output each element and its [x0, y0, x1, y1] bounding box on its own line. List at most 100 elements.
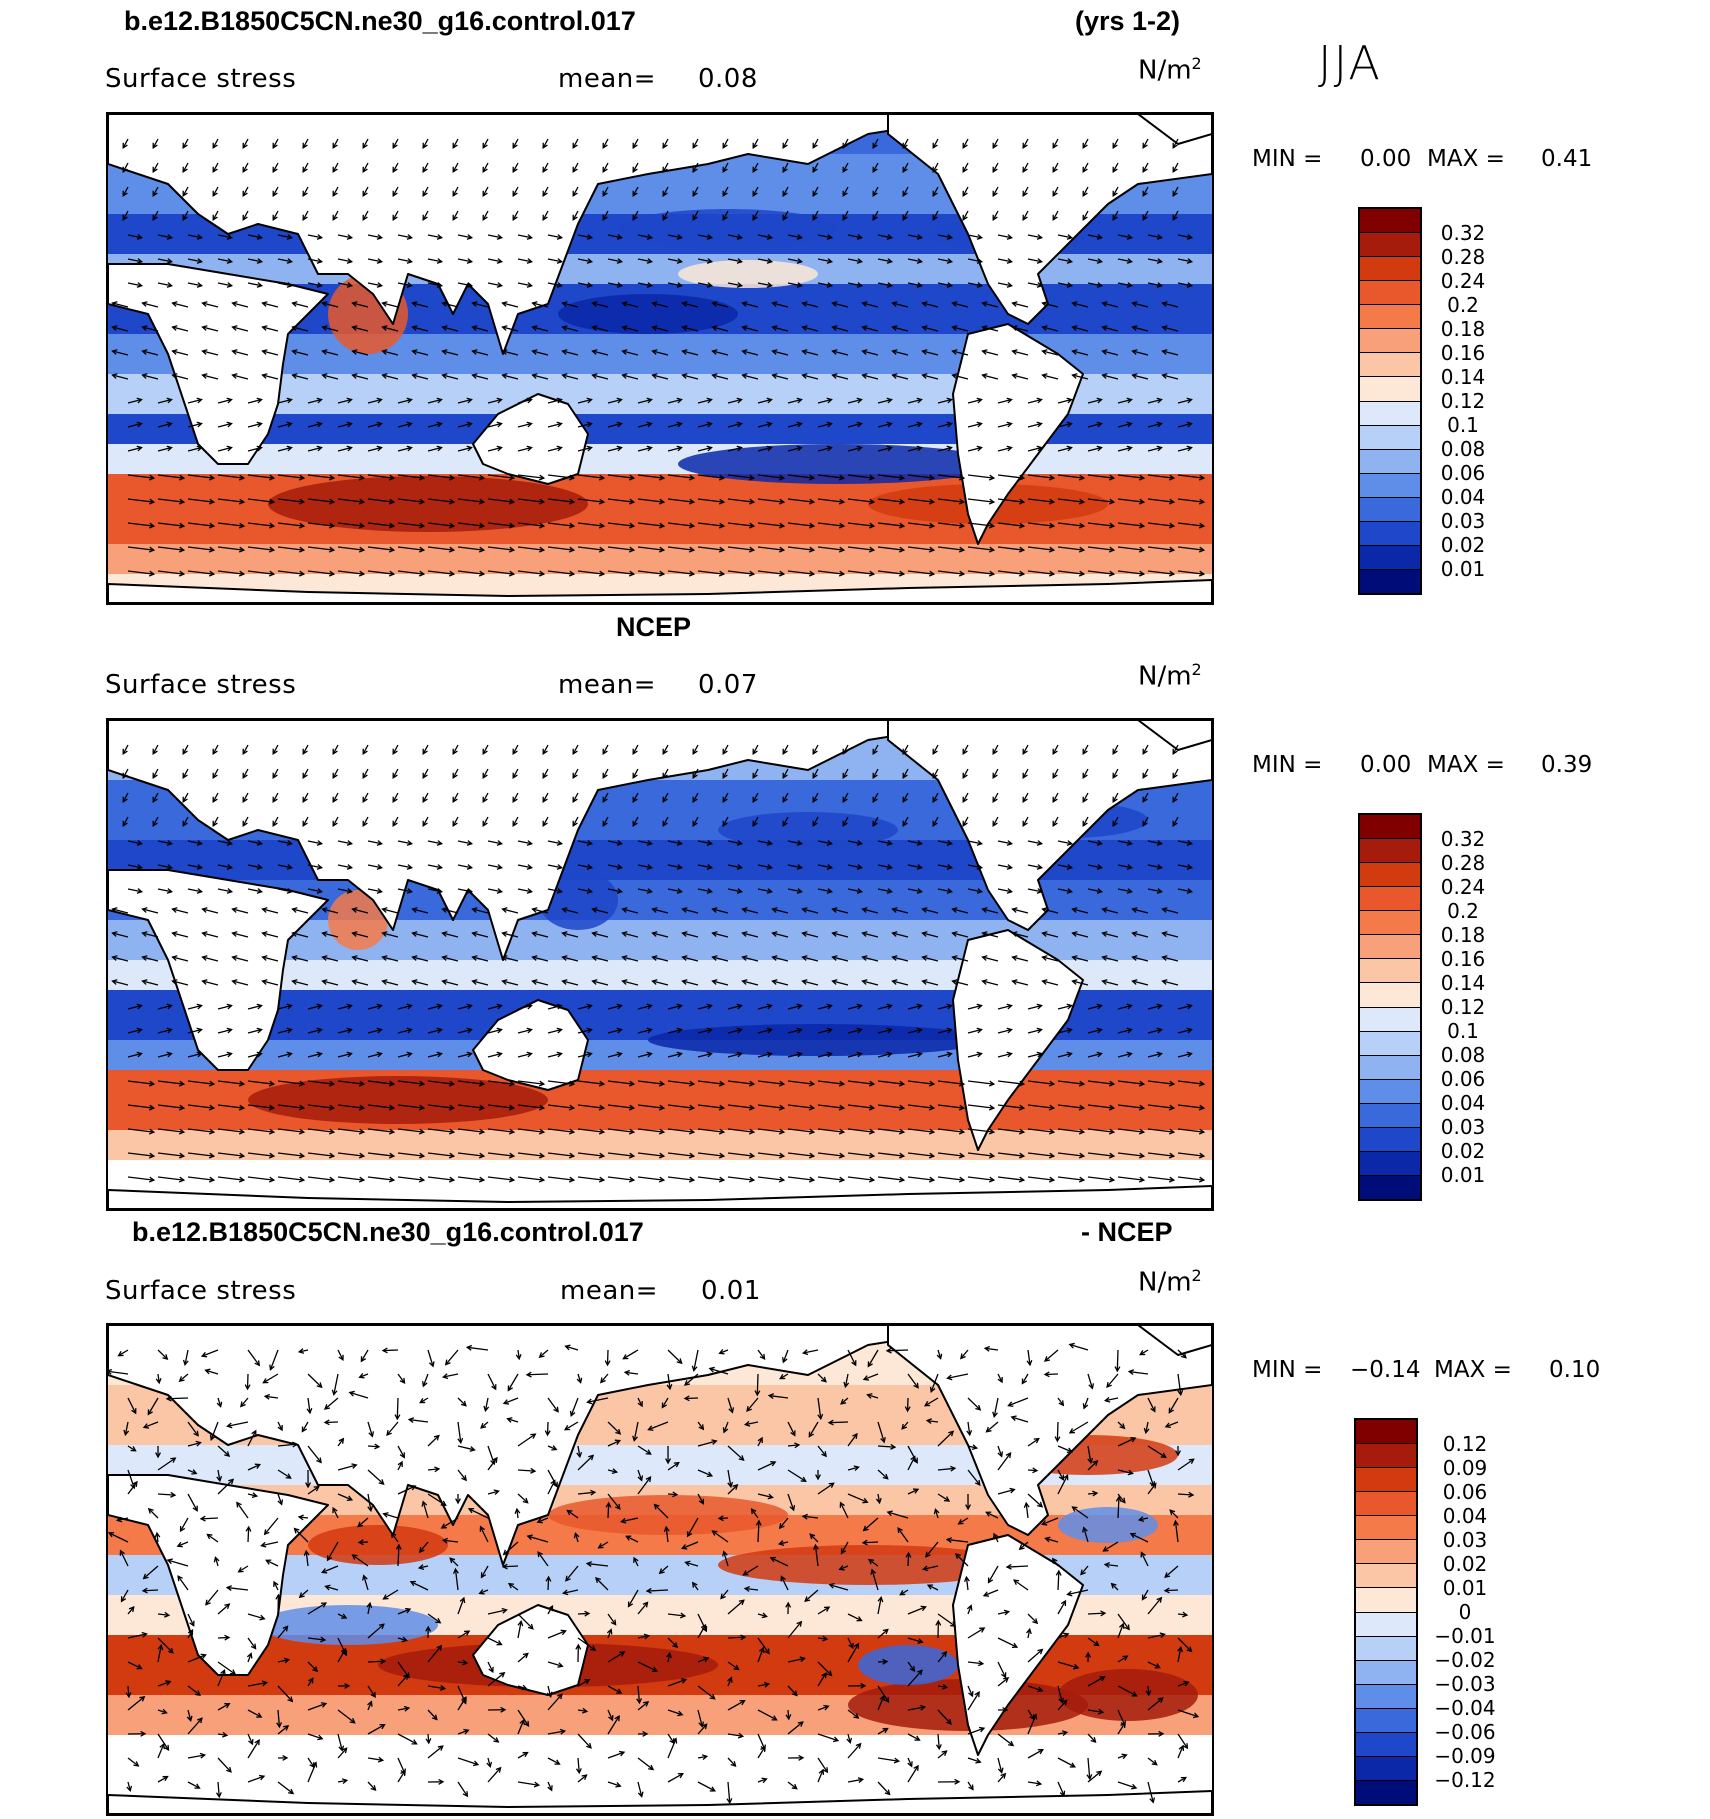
vector-shaft: [621, 1517, 639, 1523]
vector-shaft: [772, 326, 789, 332]
vector-head: [1168, 546, 1176, 553]
vector-head: [141, 373, 148, 379]
vector-head: [448, 1080, 456, 1087]
vector-shaft: [517, 1685, 527, 1690]
vector-shaft: [877, 1080, 904, 1085]
vector-shaft: [517, 1781, 539, 1786]
vector-shaft: [187, 1104, 214, 1109]
vector-head: [1036, 397, 1043, 404]
vector-head: [302, 796, 308, 803]
vector-head: [148, 1128, 156, 1135]
vector-head: [891, 349, 898, 355]
vector-head: [840, 1548, 847, 1555]
vector-shaft: [727, 258, 742, 263]
vector-head: [988, 1080, 996, 1087]
vector-shaft: [574, 1533, 579, 1543]
vector-shaft: [517, 474, 544, 479]
vector-shaft: [217, 522, 244, 527]
vector-head: [1005, 1452, 1012, 1459]
vector-shaft: [667, 840, 682, 845]
vector-head: [1078, 1080, 1086, 1087]
vector-shaft: [412, 980, 429, 986]
vector-shaft: [152, 162, 159, 173]
vector-shaft: [512, 162, 519, 173]
vector-head: [981, 301, 988, 307]
vector-head: [1078, 474, 1086, 481]
vector-head: [602, 820, 608, 827]
field-anomaly: [248, 1076, 548, 1124]
vector-shaft: [487, 1733, 499, 1743]
vector-shaft: [517, 1004, 532, 1010]
vector-head: [861, 373, 868, 379]
vector-head: [346, 421, 353, 428]
vector-head: [531, 931, 538, 937]
vector-shaft: [967, 398, 982, 404]
vector-head: [265, 1559, 272, 1565]
vector-shaft: [892, 932, 909, 938]
vector-head: [1096, 282, 1104, 288]
vector-shaft: [532, 374, 549, 380]
vector-head: [512, 820, 518, 827]
vector-shaft: [757, 1349, 766, 1360]
vector-head: [1086, 1774, 1093, 1781]
vector-shaft: [607, 474, 634, 479]
vector-shaft: [967, 1661, 983, 1665]
vector-shaft: [442, 374, 459, 380]
vector-shaft: [352, 1554, 369, 1567]
vector-shaft: [637, 258, 652, 263]
vector-head: [1032, 1467, 1039, 1474]
vector-head: [370, 1785, 377, 1792]
vector-shaft: [697, 1723, 708, 1735]
vector-shaft: [937, 1080, 964, 1085]
vector-head: [542, 190, 548, 197]
vector-head: [351, 907, 358, 913]
vector-head: [1006, 1003, 1013, 1010]
vector-head: [166, 421, 173, 428]
vector-shaft: [907, 1104, 934, 1109]
vector-head: [1112, 748, 1118, 755]
vector-head: [531, 325, 538, 331]
panel2-max-value: 0.39: [1541, 752, 1593, 778]
vector-head: [828, 1582, 835, 1589]
vector-shaft: [517, 1709, 530, 1727]
vector-head: [376, 421, 383, 428]
vector-shaft: [397, 1733, 417, 1745]
vector-head: [1048, 1128, 1056, 1135]
vector-shaft: [427, 1052, 442, 1058]
vector-head: [346, 445, 353, 452]
vector-head: [201, 979, 208, 985]
vector-shaft: [157, 498, 184, 503]
vector-shaft: [217, 1176, 244, 1181]
vector-head: [891, 907, 898, 913]
vector-shaft: [1052, 768, 1059, 779]
vector-shaft: [787, 1052, 802, 1058]
vector-shaft: [746, 1397, 759, 1412]
vector-shaft: [562, 956, 579, 962]
vector-shaft: [877, 1004, 892, 1010]
vector-head: [962, 142, 968, 149]
vector-head: [598, 1152, 606, 1159]
vector-head: [136, 445, 143, 452]
vector-head: [826, 397, 833, 404]
vector-head: [796, 1620, 803, 1627]
vector-shaft: [1057, 1445, 1073, 1453]
vector-shaft: [787, 282, 802, 287]
vector-shaft: [367, 840, 382, 845]
vector-shaft: [577, 1612, 590, 1615]
vector-head: [771, 979, 778, 985]
vector-shaft: [1172, 210, 1179, 221]
vector-head: [812, 142, 818, 149]
vector-head: [872, 142, 878, 149]
vector-head: [288, 1788, 295, 1795]
vector-head: [362, 190, 368, 197]
vector-head: [358, 1373, 365, 1379]
vector-head: [1186, 1027, 1193, 1034]
vector-shaft: [217, 1469, 221, 1481]
vector-shaft: [662, 138, 669, 149]
vector-head: [1096, 1770, 1103, 1777]
vector-shaft: [277, 1493, 283, 1505]
vector-shaft: [607, 1080, 634, 1085]
vector-shaft: [757, 522, 784, 527]
vector-shaft: [202, 374, 219, 380]
colorbar-swatch: [1360, 329, 1420, 354]
